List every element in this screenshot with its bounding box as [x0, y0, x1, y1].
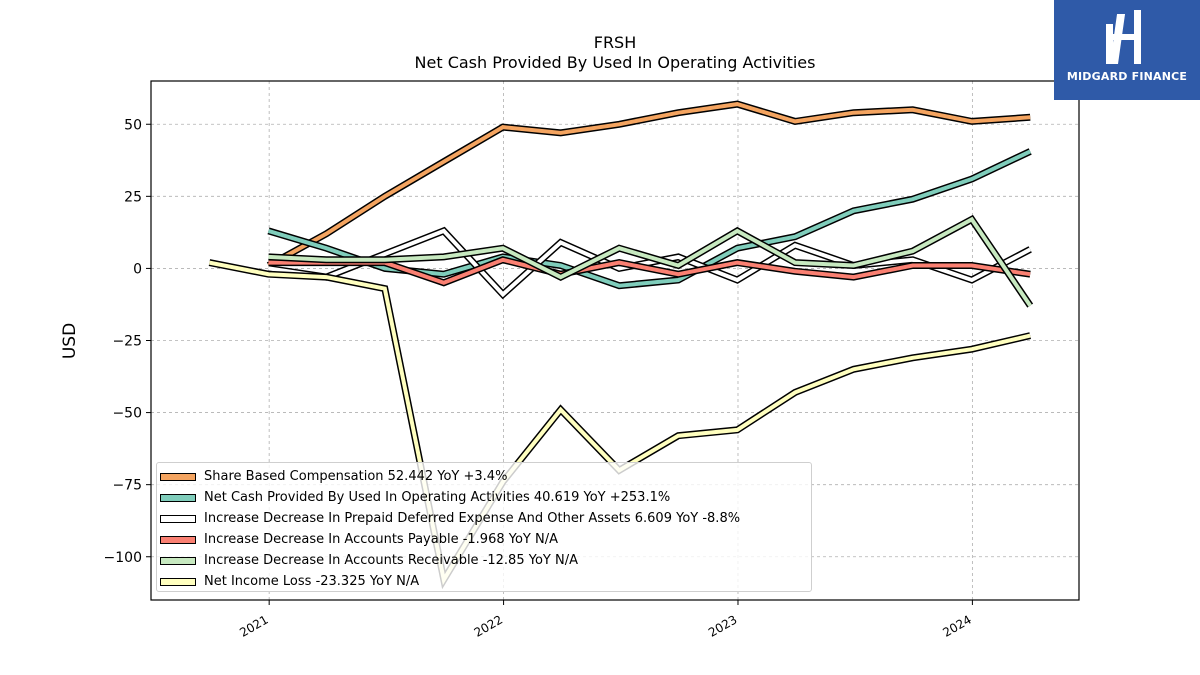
- legend-label: Increase Decrease In Accounts Payable -1…: [204, 532, 558, 547]
- y-tick-label: −25: [112, 334, 142, 350]
- legend-swatch: [160, 577, 196, 586]
- brand-logo: MIDGARD FINANCE: [1054, 0, 1200, 100]
- legend-entry: Increase Decrease In Prepaid Deferred Ex…: [157, 508, 811, 529]
- series-line-share-based-compensation: [267, 102, 1031, 268]
- legend-entry: Net Income Loss -23.325 YoY N/A: [157, 571, 811, 592]
- legend-swatch: [160, 514, 196, 523]
- chart-title: FRSH: [594, 33, 637, 52]
- y-tick-label: 0: [133, 261, 142, 277]
- x-tick-label: 2024: [940, 612, 973, 639]
- legend-label: Net Income Loss -23.325 YoY N/A: [204, 574, 420, 589]
- legend-swatch: [160, 535, 196, 544]
- y-tick-label: −100: [104, 550, 142, 566]
- series-outline-share-based-compensation: [266, 100, 1031, 269]
- x-tick-label: 2021: [237, 612, 270, 639]
- legend-swatch: [160, 493, 196, 502]
- legend-label: Increase Decrease In Accounts Receivable…: [204, 553, 578, 568]
- chart-subtitle: Net Cash Provided By Used In Operating A…: [415, 53, 816, 72]
- series-line-increase-decrease-in-prepaid-deferred-expense-and-other-assets: [268, 228, 1032, 298]
- legend-label: Net Cash Provided By Used In Operating A…: [204, 490, 671, 505]
- legend-entry: Increase Decrease In Accounts Payable -1…: [157, 529, 811, 550]
- legend-entry: Increase Decrease In Accounts Receivable…: [157, 550, 811, 571]
- y-axis-label: USD: [60, 323, 80, 359]
- y-tick-label: −50: [112, 406, 142, 422]
- legend-label: Increase Decrease In Prepaid Deferred Ex…: [204, 511, 741, 526]
- x-tick-label: 2022: [472, 612, 505, 639]
- series-line-increase-decrease-in-accounts-receivable: [268, 216, 1032, 307]
- legend-entry: Share Based Compensation 52.442 YoY +3.4…: [157, 466, 811, 487]
- y-tick-label: 50: [124, 117, 142, 133]
- legend-entry: Net Cash Provided By Used In Operating A…: [157, 487, 811, 508]
- brand-mark-icon: [1106, 10, 1141, 64]
- y-tick-label: 25: [124, 189, 142, 205]
- legend-label: Share Based Compensation 52.442 YoY +3.4…: [204, 469, 508, 484]
- brand-name: MIDGARD FINANCE: [1066, 70, 1188, 83]
- legend-swatch: [160, 472, 196, 481]
- legend-swatch: [160, 556, 196, 565]
- x-tick-label: 2023: [706, 612, 739, 639]
- series-line-increase-decrease-in-accounts-payable: [268, 257, 1031, 285]
- chart-legend: Share Based Compensation 52.442 YoY +3.4…: [156, 462, 812, 592]
- y-tick-label: −75: [112, 478, 142, 494]
